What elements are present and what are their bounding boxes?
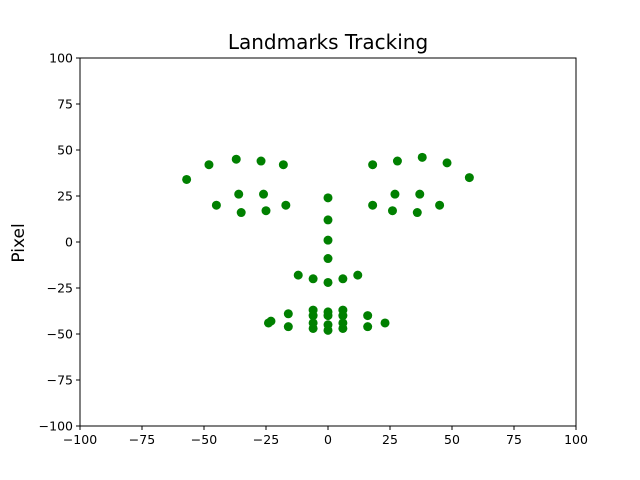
data-point bbox=[368, 160, 378, 170]
x-tick-label: 25 bbox=[382, 432, 398, 447]
data-point bbox=[390, 189, 400, 199]
data-point bbox=[338, 274, 348, 284]
data-point bbox=[283, 309, 293, 319]
data-point bbox=[281, 200, 291, 210]
y-tick-label: 0 bbox=[65, 235, 73, 250]
data-point bbox=[182, 174, 192, 184]
y-axis-label: Pixel bbox=[9, 223, 29, 262]
data-point bbox=[387, 206, 397, 216]
x-tick-label: 75 bbox=[506, 432, 522, 447]
data-point bbox=[231, 154, 241, 164]
y-tick-label: −100 bbox=[39, 419, 73, 434]
data-point bbox=[323, 193, 333, 203]
data-point bbox=[283, 322, 293, 332]
data-point bbox=[464, 173, 474, 183]
x-tick-label: 50 bbox=[444, 432, 460, 447]
data-point bbox=[278, 160, 288, 170]
data-point bbox=[308, 318, 318, 328]
y-tick-label: 50 bbox=[57, 143, 73, 158]
y-tick-label: 100 bbox=[49, 51, 73, 66]
data-point bbox=[323, 254, 333, 264]
y-tick-label: −75 bbox=[47, 373, 73, 388]
data-point bbox=[211, 200, 221, 210]
data-point bbox=[256, 156, 266, 166]
data-point bbox=[363, 311, 373, 321]
y-tick-label: 75 bbox=[57, 97, 73, 112]
data-point bbox=[323, 320, 333, 330]
data-point bbox=[323, 215, 333, 225]
data-point bbox=[368, 200, 378, 210]
data-point bbox=[236, 208, 246, 218]
data-point bbox=[234, 189, 244, 199]
data-point bbox=[353, 270, 363, 280]
plot-area: −100 −75 −50 −25 0 25 50 75 100 −100 −75 −50 −25 0 25 5… bbox=[39, 51, 588, 448]
x-tick-label: −25 bbox=[253, 432, 279, 447]
data-point bbox=[323, 277, 333, 287]
y-tick-label: −25 bbox=[47, 281, 73, 296]
data-point bbox=[263, 318, 273, 328]
y-tick-label: −50 bbox=[47, 327, 73, 342]
data-point bbox=[338, 311, 348, 321]
data-point bbox=[323, 311, 333, 321]
x-tick-label: −50 bbox=[191, 432, 217, 447]
data-point bbox=[259, 189, 269, 199]
data-point bbox=[261, 206, 271, 216]
x-tick-label: −75 bbox=[129, 432, 155, 447]
data-point bbox=[363, 322, 373, 332]
y-tick-label: 25 bbox=[57, 189, 73, 204]
data-point bbox=[415, 189, 425, 199]
data-point bbox=[435, 200, 445, 210]
data-point bbox=[380, 318, 390, 328]
data-point bbox=[412, 208, 422, 218]
data-point bbox=[338, 318, 348, 328]
data-point bbox=[308, 274, 318, 284]
data-point bbox=[392, 156, 402, 166]
data-point bbox=[293, 270, 303, 280]
x-tick-label: −100 bbox=[63, 432, 97, 447]
data-point bbox=[204, 160, 214, 170]
x-tick-label: 0 bbox=[324, 432, 332, 447]
data-point bbox=[323, 235, 333, 245]
x-tick-label: 100 bbox=[564, 432, 588, 447]
data-point bbox=[417, 152, 427, 162]
data-point bbox=[442, 158, 452, 168]
chart-title: Landmarks Tracking bbox=[228, 30, 428, 54]
data-point bbox=[308, 311, 318, 321]
